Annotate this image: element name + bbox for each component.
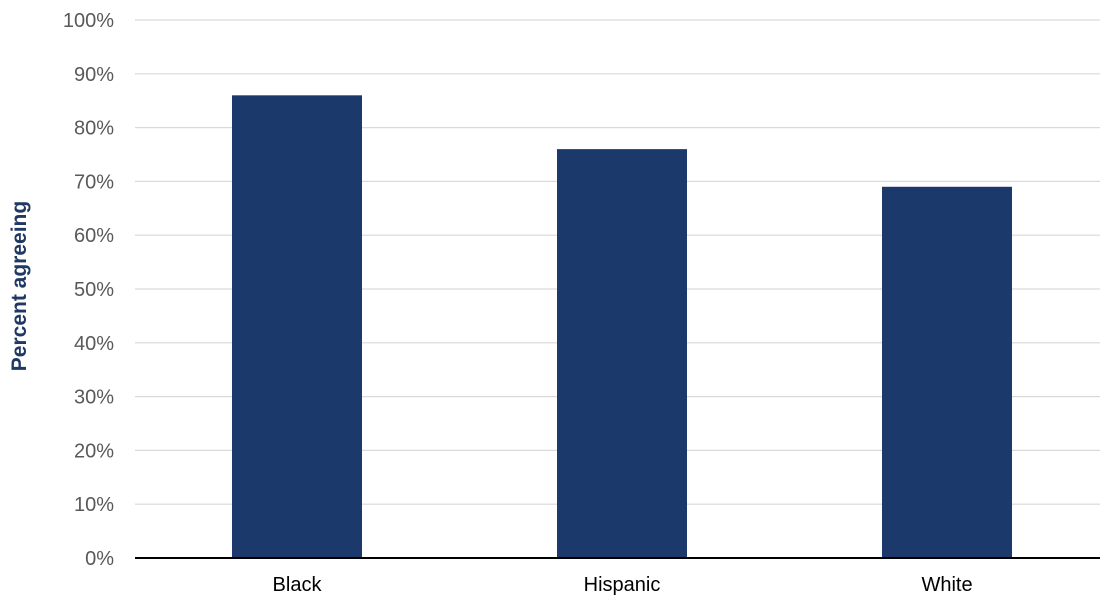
y-tick-label: 40% (74, 333, 114, 355)
y-tick-label: 50% (74, 279, 114, 301)
x-tick-label: Hispanic (584, 574, 661, 596)
y-tick-label: 20% (74, 440, 114, 462)
bar-white (882, 186, 1012, 558)
y-tick-label: 0% (85, 548, 114, 570)
bars (232, 95, 1012, 558)
y-tick-label: 30% (74, 387, 114, 409)
x-tick-label: White (921, 574, 972, 596)
y-axis-ticks: 0% 10% 20% 30% 40% 50% 60% 70% 80% 90% 100% (63, 10, 114, 570)
x-tick-label: Black (273, 574, 323, 596)
y-tick-label: 90% (74, 64, 114, 86)
y-axis-label: Percent agreeing (8, 201, 31, 371)
x-axis-ticks: Black Hispanic White (273, 574, 973, 596)
y-tick-label: 10% (74, 494, 114, 516)
bar-hispanic (557, 149, 687, 558)
y-tick-label: 100% (63, 10, 114, 32)
y-tick-label: 80% (74, 118, 114, 140)
bar-black (232, 95, 362, 558)
y-tick-label: 70% (74, 171, 114, 193)
y-tick-label: 60% (74, 225, 114, 247)
